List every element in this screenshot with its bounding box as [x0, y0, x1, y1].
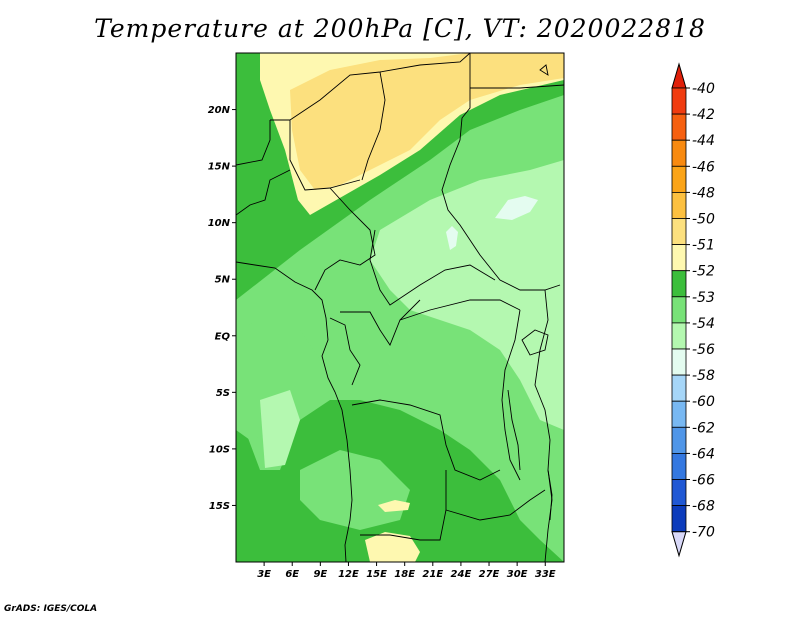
border-angola-north	[351, 399, 501, 481]
field-patch-56-center	[446, 226, 458, 250]
colorbar-label: -66	[692, 473, 715, 489]
colorbar-label: -53	[692, 290, 715, 306]
longitude-axis: 3E 6E 9E 12E 15E 18E 21E 24E 27E 30E 33E	[257, 562, 556, 580]
border-island	[539, 64, 549, 76]
colorbar-label: -58	[692, 368, 715, 384]
grads-credit: GrADS: IGES/COLA	[4, 604, 98, 614]
colorbar-swatch	[671, 505, 687, 533]
lat-tick-label: EQ	[215, 331, 231, 342]
colorbar-swatch	[671, 87, 687, 115]
colorbar-swatch	[671, 113, 687, 141]
border-chad-east	[361, 71, 386, 181]
colorbar-swatch	[671, 479, 687, 507]
lat-tick-label: 15S	[209, 501, 230, 512]
colorbar-swatch	[671, 426, 687, 454]
field-patch-56-east	[495, 196, 538, 220]
colorbar-swatch	[671, 374, 687, 402]
lon-tick-label: 12E	[338, 569, 359, 580]
colorbar-label: -56	[692, 342, 715, 358]
colorbar-label: -54	[692, 316, 715, 332]
colorbar-label: -60	[692, 394, 715, 410]
lon-tick-label: 6E	[285, 569, 299, 580]
border-lake-malawi	[547, 469, 553, 521]
colorbar-swatch	[671, 165, 687, 193]
colorbar-swatch	[671, 191, 687, 219]
colorbar-swatch	[671, 270, 687, 298]
temperature-field	[236, 53, 564, 562]
colorbar-swatch	[671, 452, 687, 480]
colorbar-bottom-triangle	[671, 531, 687, 558]
lat-tick-label: 10S	[209, 444, 230, 455]
border-northeast	[470, 84, 564, 89]
field-band-50	[290, 53, 564, 190]
border-sudan	[441, 53, 561, 291]
lat-tick-label: 15N	[208, 162, 231, 173]
border-lake-tanganyika	[507, 389, 521, 471]
lon-tick-label: 15E	[366, 569, 387, 580]
field-band-53-west	[236, 320, 320, 440]
border-lake-victoria	[521, 329, 549, 356]
colorbar-label: -68	[692, 499, 715, 515]
field-patch-51-south	[365, 532, 420, 562]
coastline-west	[236, 261, 353, 562]
lon-tick-label: 3E	[257, 569, 271, 580]
colorbar-label: -64	[692, 446, 715, 462]
field-band-53-south	[300, 450, 410, 530]
border-car	[369, 229, 496, 306]
border-westafrica	[236, 120, 271, 166]
colorbar-top-triangle	[671, 62, 687, 89]
lon-tick-label: 33E	[535, 569, 556, 580]
lon-tick-label: 18E	[394, 569, 415, 580]
colorbar-label: -62	[692, 420, 715, 436]
field-patch-51-small	[378, 500, 410, 512]
field-band-54	[370, 160, 564, 430]
colorbar-label: -48	[692, 185, 715, 201]
lat-tick-label: 5S	[216, 388, 230, 399]
map-frame	[235, 52, 565, 563]
lon-tick-label: 9E	[313, 569, 327, 580]
colorbar-swatch	[671, 244, 687, 272]
colorbar-swatch	[671, 348, 687, 376]
lat-tick-label: 5N	[215, 275, 231, 286]
colorbar-label: -52	[692, 264, 715, 280]
colorbar: -40 -42 -44 -46 -48 -50 -51 -52 -53 -54 -56 -58 -60 -…	[671, 62, 715, 558]
lon-tick-label: 21E	[422, 569, 443, 580]
border-niger-south	[270, 119, 361, 191]
border-gabon	[329, 317, 361, 386]
lat-tick-label: 20N	[208, 105, 231, 116]
colorbar-swatch	[671, 296, 687, 324]
colorbar-swatch	[671, 139, 687, 167]
colorbar-label: -44	[692, 133, 715, 149]
lon-tick-label: 27E	[479, 569, 500, 580]
colorbar-label: -70	[692, 525, 715, 541]
border-drc-north	[399, 299, 521, 321]
border-congo	[340, 299, 421, 346]
colorbar-swatch	[671, 400, 687, 428]
border-angola-east	[360, 470, 447, 541]
colorbar-label: -51	[692, 238, 715, 254]
colorbar-swatch	[671, 322, 687, 350]
latitude-axis: 20N 15N 10N 5N EQ 5S 10S 15S	[208, 105, 236, 512]
border-zambia	[445, 489, 546, 521]
lat-tick-label: 10N	[208, 218, 231, 229]
border-cameroon	[314, 187, 376, 291]
chart-title: Temperature at 200hPa [C], VT: 202002281…	[94, 14, 706, 43]
colorbar-label: -40	[692, 81, 715, 97]
border-nigeria	[236, 169, 291, 216]
colorbar-label: -46	[692, 159, 715, 175]
border-drc-east	[501, 309, 521, 481]
field-band-54-west	[260, 390, 300, 468]
country-borders	[236, 53, 564, 562]
colorbar-label: -42	[692, 107, 715, 123]
lon-tick-label: 24E	[451, 569, 472, 580]
colorbar-swatch	[671, 218, 687, 246]
lon-tick-label: 30E	[507, 569, 528, 580]
colorbar-label: -50	[692, 212, 715, 228]
